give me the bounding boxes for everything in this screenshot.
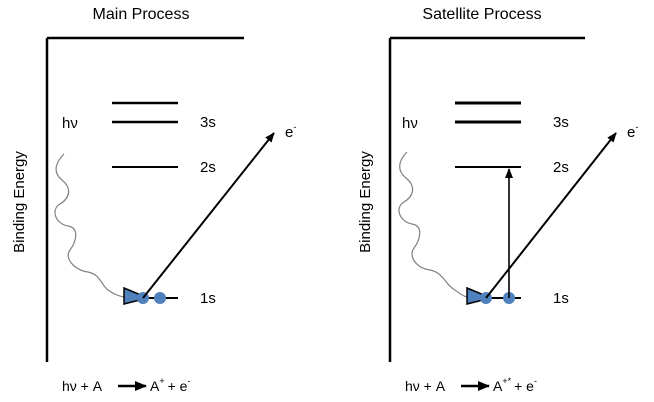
equation-lhs: hν + A [405,378,446,394]
electron-label: e- [627,122,638,141]
photon-absorption-icon [466,286,494,305]
panel-title: Satellite Process [422,6,541,23]
photon-absorption-icon [123,286,151,305]
level-label-1s: 1s [553,290,569,307]
axis-label: Binding Energy [11,151,28,253]
axis-label: Binding Energy [357,151,374,253]
photon-wave [54,153,125,298]
panel-title: Main Process [93,6,190,23]
reaction-equation: hν + A A+ + e- [62,376,190,394]
panel-satellite: Satellite Process Binding Energy 3s 2s 1… [357,6,638,394]
photoelectron-arrow [142,132,275,299]
photon-label: hν [402,115,418,132]
equation-product: A+* + e- [493,376,537,394]
electron-label: e- [285,122,296,141]
reaction-equation: hν + A A+* + e- [405,376,537,394]
photoelectron-arrow [485,132,617,299]
level-label-2s: 2s [553,159,569,176]
level-label-3s: 3s [553,114,569,131]
equation-lhs: hν + A [62,378,103,394]
photon-label: hν [62,115,78,132]
equation-product: A+ + e- [150,376,190,394]
level-label-2s: 2s [200,159,216,176]
level-label-3s: 3s [200,114,216,131]
level-label-1s: 1s [200,290,216,307]
photon-wave [398,151,468,298]
panel-main: Main Process Binding Energy 3s 2s 1s hν … [11,6,296,394]
electron [154,292,166,304]
